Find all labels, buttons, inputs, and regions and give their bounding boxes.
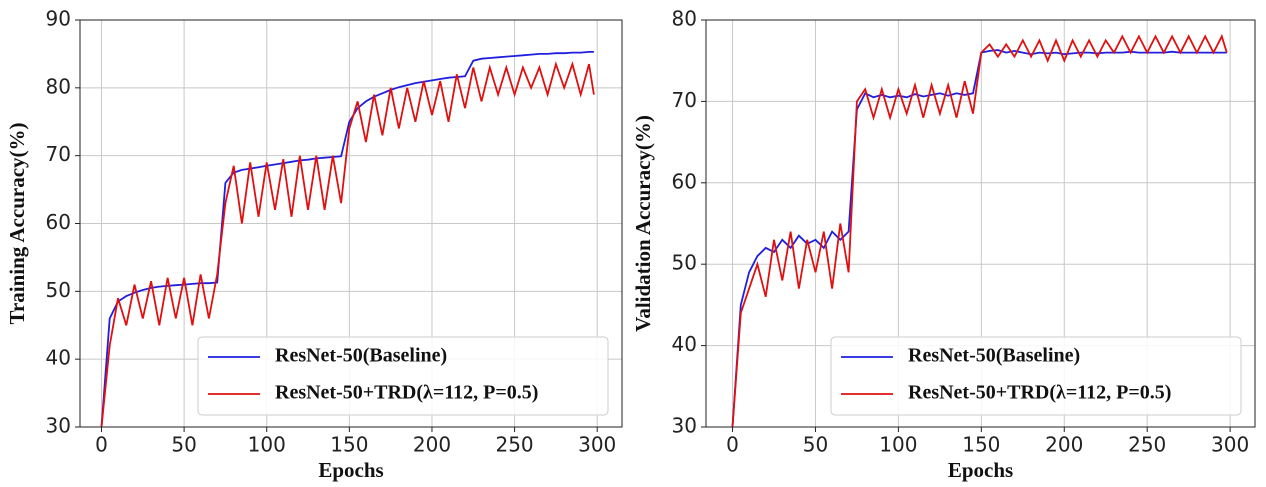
- x-tick-label: 100: [248, 433, 286, 457]
- x-tick-label: 50: [171, 433, 196, 457]
- x-tick-label: 100: [879, 433, 917, 457]
- series-line: [100, 61, 595, 427]
- y-tick-label: 60: [46, 210, 71, 234]
- legend-label: ResNet-50+TRD(λ=112, P=0.5): [908, 382, 1171, 404]
- plot-frame: [705, 19, 1256, 428]
- y-tick-label: 70: [46, 142, 71, 166]
- legend-label: ResNet-50(Baseline): [275, 345, 447, 367]
- x-tick-label: 0: [95, 433, 108, 457]
- series-line: [731, 33, 1228, 427]
- y-tick-label: 80: [46, 74, 71, 98]
- x-tick-label: 150: [962, 433, 1000, 457]
- y-tick-label: 80: [672, 7, 697, 31]
- plot-frame: [79, 19, 623, 428]
- x-tick-label: 50: [803, 433, 828, 457]
- y-tick-label: 40: [46, 346, 71, 370]
- y-tick-label: 30: [672, 414, 697, 438]
- x-tick-label: 200: [413, 433, 451, 457]
- x-tick-label: 0: [726, 433, 739, 457]
- legend-box: [830, 336, 1242, 416]
- legend-label: ResNet-50(Baseline): [908, 345, 1080, 367]
- x-tick-label: 250: [1128, 433, 1166, 457]
- y-tick-label: 30: [46, 414, 71, 438]
- legend-label: ResNet-50+TRD(λ=112, P=0.5): [275, 382, 538, 404]
- legend: ResNet-50(Baseline) ResNet-50+TRD(λ=112, …: [197, 336, 609, 416]
- series-line: [100, 51, 594, 427]
- x-tick-label: 300: [578, 433, 616, 457]
- y-tick-label: 40: [672, 332, 697, 356]
- x-axis-label: Epochs: [318, 458, 383, 482]
- chart: 0 50 100 150 200 250 300 30 40 50 60 70 80 90 Epochs Tr…: [5, 7, 623, 482]
- x-tick-label: 250: [495, 433, 533, 457]
- y-tick-label: 50: [672, 251, 697, 275]
- y-tick-label: 90: [46, 7, 71, 31]
- x-axis-label: Epochs: [948, 458, 1013, 482]
- legend: ResNet-50(Baseline) ResNet-50+TRD(λ=112, …: [830, 336, 1242, 416]
- y-tick-label: 60: [672, 169, 697, 193]
- x-tick-label: 200: [1045, 433, 1083, 457]
- y-tick-label: 70: [672, 88, 697, 112]
- x-tick-label: 150: [330, 433, 368, 457]
- x-tick-label: 300: [1211, 433, 1249, 457]
- legend-box: [197, 336, 609, 416]
- y-axis-label: Training Accuracy(%): [5, 122, 29, 324]
- chart: 0 50 100 150 200 250 300 30 40 50 60 70 80 Epochs Vali…: [631, 7, 1256, 482]
- y-tick-label: 50: [46, 278, 71, 302]
- y-axis-label: Validation Accuracy(%): [631, 115, 655, 332]
